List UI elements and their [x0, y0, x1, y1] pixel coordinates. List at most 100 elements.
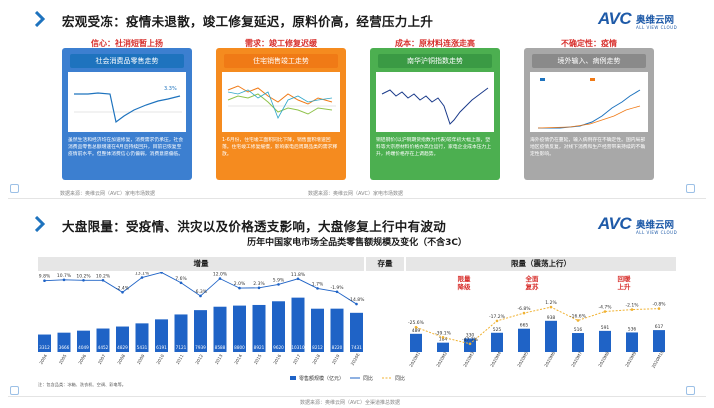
annual-yoy-label: 13.1%	[135, 272, 150, 277]
monthly-category-label: 2020M1	[408, 350, 421, 367]
monthly-yoy-label: -47.7%	[462, 337, 479, 343]
monthly-yoy-label: -6.8%	[517, 306, 531, 312]
panel-caption-demand: 需求：竣工修复迟缓	[245, 39, 317, 48]
annual-bar-2015	[252, 304, 266, 352]
annual-yoy-point	[121, 290, 124, 294]
logo-name: 奥维云网	[636, 220, 675, 231]
panel-header: 社会消费品零售走势	[70, 54, 184, 68]
phase-band-limited: 限量（震荡上行）	[406, 257, 676, 271]
annual-bar-2010	[155, 319, 168, 352]
annual-bar-2005	[57, 332, 71, 352]
annual-category-label: 2004	[38, 353, 48, 365]
annual-bar-value: 8921	[254, 345, 265, 350]
annual-category-label: 2018	[311, 353, 321, 365]
monthly-yoy-label: -17.2%	[489, 314, 506, 320]
annual-yoy-point	[257, 286, 261, 290]
annual-yoy-label: 9.8%	[39, 274, 51, 280]
annual-yoy-point	[316, 287, 319, 290]
annual-bar-2018	[311, 308, 324, 352]
annual-yoy-line	[44, 272, 357, 305]
annual-yoy-point	[101, 279, 105, 282]
annual-yoy-point	[238, 286, 241, 290]
monthly-category-label: 2020M9	[624, 350, 637, 367]
retail-sales-mini-chart: 3.3%	[68, 72, 186, 132]
monthly-yoy-point	[495, 319, 499, 323]
annual-category-label: 2012	[194, 353, 204, 365]
annual-bar-value: 8800	[234, 345, 245, 350]
annual-bar-value: 5431	[137, 345, 148, 350]
monthly-bar-2020M4	[491, 332, 503, 352]
monthly-yoy-label: -39.1%	[435, 330, 452, 336]
annual-category-label: 2005	[58, 353, 68, 365]
monthly-yoy-label: -4.7%	[598, 305, 612, 311]
annual-yoy-point	[355, 302, 358, 306]
annual-bar-value: 3666	[59, 345, 70, 350]
annual-yoy-point	[199, 294, 202, 298]
monthly-category-label: 2020M3	[462, 350, 475, 367]
annual-yoy-label: 11.8%	[291, 272, 306, 278]
annual-bar-2004	[38, 334, 51, 352]
slide-macro: 宏观受冻：疫情未退散，竣工修复延迟，原料价高，经营压力上升 AVC 奥维云网 A…	[0, 0, 714, 202]
monthly-bar-2020M5	[518, 328, 530, 352]
monthly-bar-2020M1	[410, 333, 422, 352]
annual-bar-2016	[272, 301, 285, 352]
annual-category-label: 2007	[97, 353, 107, 365]
monthly-category-label: 2020M2	[435, 350, 448, 367]
monthly-category-label: 2020M5	[516, 350, 529, 367]
annual-category-label: 2013	[214, 353, 224, 365]
page-nav-icon	[10, 184, 19, 193]
annual-category-label: 2006	[77, 353, 87, 365]
annual-category-label: 2010	[155, 353, 165, 365]
logo-tagline: ALL VIEW CLOUD	[636, 25, 678, 30]
annual-bar-2011	[174, 314, 188, 352]
monthly-bar-value: 184	[439, 337, 448, 343]
monthly-yoy-label: 1.2%	[545, 300, 557, 306]
annual-bar-value: 7121	[176, 345, 187, 350]
annual-bar-2006	[77, 330, 90, 352]
annual-yoy-label: 10.2%	[96, 273, 111, 279]
retail-marker-label: 3.3%	[164, 86, 177, 92]
annual-bar-value: 3312	[39, 345, 50, 350]
annual-bar-value: 9620	[273, 345, 284, 350]
annual-bar-2017	[291, 297, 305, 352]
monthly-yoy-point	[468, 342, 472, 346]
legend-bar-label: 零售额规模（亿元）	[299, 375, 344, 382]
monthly-bar-2020M6	[545, 320, 557, 352]
monthly-bar-2020M8	[599, 330, 611, 352]
monthly-bar-value: 489	[412, 328, 421, 334]
annual-yoy-point	[179, 281, 183, 285]
annual-yoy-point	[296, 277, 300, 281]
annual-bar-2008	[116, 326, 129, 352]
phase-note-recovery: 全面 复苏	[525, 275, 539, 291]
panel-note: 虽然生活和经济均在加速修复，消费需求仍承压，社会消费品零售总额增速在4月后持续回…	[68, 138, 184, 157]
annual-bar-value: 8588	[215, 345, 226, 350]
slide-divider	[8, 198, 706, 199]
annual-yoy-point	[335, 290, 339, 294]
slide-divider	[8, 396, 706, 397]
annual-yoy-label: 2.3%	[253, 281, 265, 287]
panel-copper: 南华沪铜指数走势 铜铝钢价(以沪铜期货指数为代表)较年初大幅上涨，塑料等大宗原材…	[370, 48, 500, 180]
annual-bar-2020E	[350, 312, 363, 352]
panel-note: 1-6月份，住宅竣工面积同比下降，销售面积增速回落。住宅竣工修复缓慢，影响家电后…	[222, 138, 338, 157]
phase-band-stock: 存量	[366, 257, 404, 271]
monthly-category-label: 2020M8	[597, 350, 610, 367]
source-note: 数据来源：奥维云网（AVC）全渠道推总数据	[300, 400, 401, 406]
panel-epidemic: 境外输入、病例走势 海外疫情仍在蔓延，输入病例存在不确定性。国内局部地区疫情反复…	[524, 48, 654, 180]
annual-bar-value: 7939	[195, 345, 206, 350]
slide-market: 大盘限量：受疫情、洪灾以及价格透支影响，大盘修复上行中有波动 AVC 奥维云网 …	[0, 204, 714, 408]
annual-bar-2019	[330, 308, 344, 352]
monthly-bar-value: 617	[655, 324, 664, 330]
monthly-bar-value: 591	[601, 325, 610, 331]
monthly-yoy-point	[441, 336, 445, 339]
housing-mini-chart	[222, 72, 340, 132]
page-nav-icon	[686, 184, 695, 193]
annual-bar-2012	[194, 310, 207, 352]
monthly-yoy-point	[576, 319, 580, 322]
phase-note-downgrade: 限量 降级	[457, 275, 471, 291]
logo-tagline: ALL VIEW CLOUD	[636, 230, 678, 235]
annual-bar-value: 8212	[312, 345, 323, 350]
monthly-bar-value: 665	[520, 323, 529, 329]
avc-logo: AVC	[598, 9, 632, 28]
monthly-yoy-point	[414, 325, 418, 329]
legend-dashed-label: 同比	[395, 375, 405, 382]
